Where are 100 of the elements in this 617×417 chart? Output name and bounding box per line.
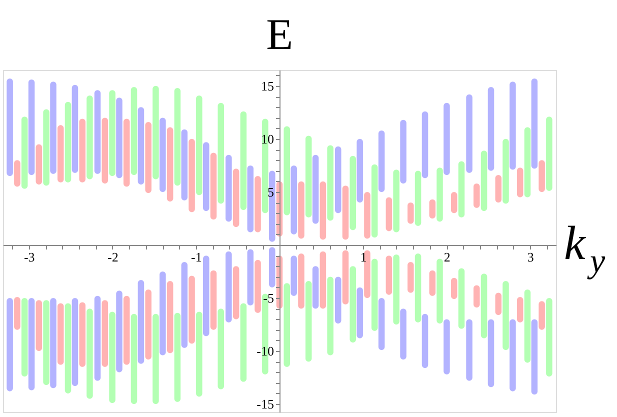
- bar: [166, 127, 174, 202]
- bar: [422, 111, 428, 178]
- bar: [130, 86, 138, 175]
- bar: [516, 168, 524, 198]
- bar: [247, 249, 254, 306]
- y-tick-label: -5: [263, 290, 274, 306]
- bar: [6, 78, 13, 176]
- bar: [538, 301, 545, 330]
- bar: [408, 262, 414, 293]
- bar: [393, 254, 400, 325]
- bar: [312, 154, 319, 224]
- bar: [14, 296, 20, 330]
- bar: [488, 86, 494, 171]
- bar: [334, 276, 342, 324]
- bar: [268, 247, 276, 288]
- bar: [218, 102, 224, 204]
- bar: [130, 314, 138, 404]
- bar: [488, 319, 494, 388]
- bar: [474, 183, 480, 208]
- bar: [196, 312, 202, 397]
- bar: [538, 160, 545, 192]
- bar: [371, 164, 378, 238]
- bar: [86, 95, 93, 180]
- bar: [28, 80, 35, 175]
- bar: [502, 281, 509, 350]
- x-tick-label: -1: [191, 249, 202, 264]
- bar: [546, 298, 552, 376]
- bar: [166, 281, 174, 354]
- bar: [232, 266, 240, 320]
- bar: [364, 192, 370, 239]
- bar: [414, 170, 422, 226]
- bar: [356, 287, 363, 338]
- bar: [174, 312, 181, 402]
- y-tick-label: 5: [268, 184, 274, 200]
- bar: [36, 300, 42, 352]
- bar: [400, 308, 406, 360]
- bar: [203, 142, 210, 212]
- bar: [123, 296, 130, 365]
- bar: [320, 181, 326, 240]
- bar: [371, 258, 378, 331]
- bar: [480, 150, 488, 212]
- bar: [495, 174, 502, 203]
- bar: [28, 298, 35, 390]
- bar: [516, 296, 524, 322]
- y-tick-label: -15: [256, 396, 274, 412]
- bar: [305, 136, 312, 218]
- bar: [240, 111, 247, 210]
- bar: [429, 270, 436, 296]
- bar: [196, 95, 202, 196]
- bar: [327, 276, 334, 356]
- bar: [495, 292, 502, 315]
- bar: [50, 82, 56, 174]
- bar: [480, 274, 488, 338]
- bar: [342, 186, 349, 240]
- bar: [254, 260, 261, 313]
- bar: [458, 268, 465, 329]
- bar: [524, 127, 531, 198]
- bar: [43, 300, 50, 385]
- bar: [378, 298, 385, 350]
- bar: [305, 281, 312, 362]
- bar: [400, 120, 406, 184]
- bar: [79, 118, 86, 182]
- bar: [116, 98, 122, 178]
- bar: [36, 144, 42, 185]
- bar: [181, 129, 188, 200]
- bar: [444, 102, 450, 175]
- bar: [240, 303, 247, 382]
- bar: [57, 303, 64, 365]
- bar: [43, 109, 50, 186]
- bar: [350, 266, 356, 343]
- bar: [474, 285, 480, 308]
- bar: [436, 168, 443, 222]
- x-tick-label: -2: [108, 249, 118, 264]
- bar: [203, 256, 210, 336]
- bar: [298, 253, 304, 309]
- bar: [510, 319, 516, 392]
- bar: [6, 298, 13, 392]
- bar: [342, 250, 349, 304]
- bar: [247, 165, 254, 232]
- bar: [393, 170, 400, 232]
- bar: [145, 122, 152, 194]
- bar: [546, 116, 552, 191]
- bar: [160, 271, 166, 356]
- bar: [232, 168, 240, 227]
- bar: [226, 251, 232, 322]
- bar: [102, 118, 108, 184]
- bar: [57, 125, 64, 182]
- y-tick-label: -10: [256, 344, 274, 359]
- bar: [94, 296, 101, 381]
- bar: [524, 290, 531, 363]
- bar: [21, 116, 28, 189]
- bar: [268, 170, 276, 242]
- bar: [327, 145, 334, 221]
- bar: [152, 86, 159, 180]
- bar: [356, 138, 363, 203]
- bar: [72, 84, 78, 173]
- bar: [320, 251, 326, 309]
- bar: [138, 280, 144, 364]
- bar: [79, 302, 86, 367]
- bar: [188, 276, 195, 344]
